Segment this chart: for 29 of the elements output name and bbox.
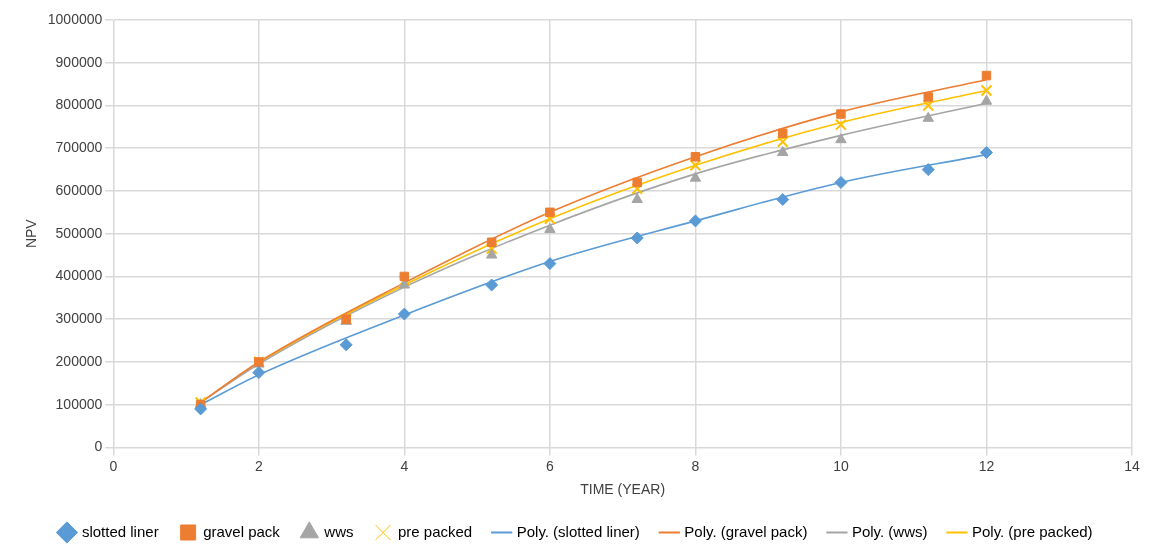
x-tick-label: 12 [978, 457, 995, 474]
x-tick-label: 6 [545, 457, 554, 474]
y-tick-label: 0 [94, 438, 103, 455]
legend-label: wws [323, 522, 354, 540]
x-tick-label: 4 [400, 457, 409, 474]
y-tick-label: 800000 [55, 96, 103, 113]
legend-label: gravel pack [203, 522, 281, 540]
legend-label: Poly. (slotted liner) [516, 522, 640, 540]
y-tick-label: 500000 [55, 224, 103, 241]
legend-label: Poly. (wws) [851, 522, 928, 540]
y-tick-label: 100000 [55, 395, 103, 412]
y-tick-label: 900000 [55, 53, 103, 70]
y-tick-label: 400000 [55, 267, 103, 284]
x-tick-label: 14 [1124, 457, 1140, 474]
legend-label: Poly. (gravel pack) [684, 522, 808, 540]
x-tick-label: 8 [691, 457, 700, 474]
x-tick-label: 0 [109, 457, 118, 474]
x-tick-label: 10 [833, 457, 849, 474]
y-tick-label: 600000 [55, 181, 103, 198]
x-axis-title: TIME (YEAR) [580, 481, 666, 498]
x-tick-label: 2 [254, 457, 263, 474]
y-tick-label: 200000 [55, 352, 103, 369]
y-tick-label: 300000 [55, 310, 103, 327]
legend-label: pre packed [398, 522, 473, 540]
legend-label: slotted liner [81, 522, 159, 540]
y-tick-label: 700000 [55, 139, 103, 156]
legend-label: Poly. (pre packed) [971, 522, 1093, 540]
y-axis-title: NPV [23, 218, 40, 249]
y-tick-label: 1000000 [47, 10, 103, 27]
